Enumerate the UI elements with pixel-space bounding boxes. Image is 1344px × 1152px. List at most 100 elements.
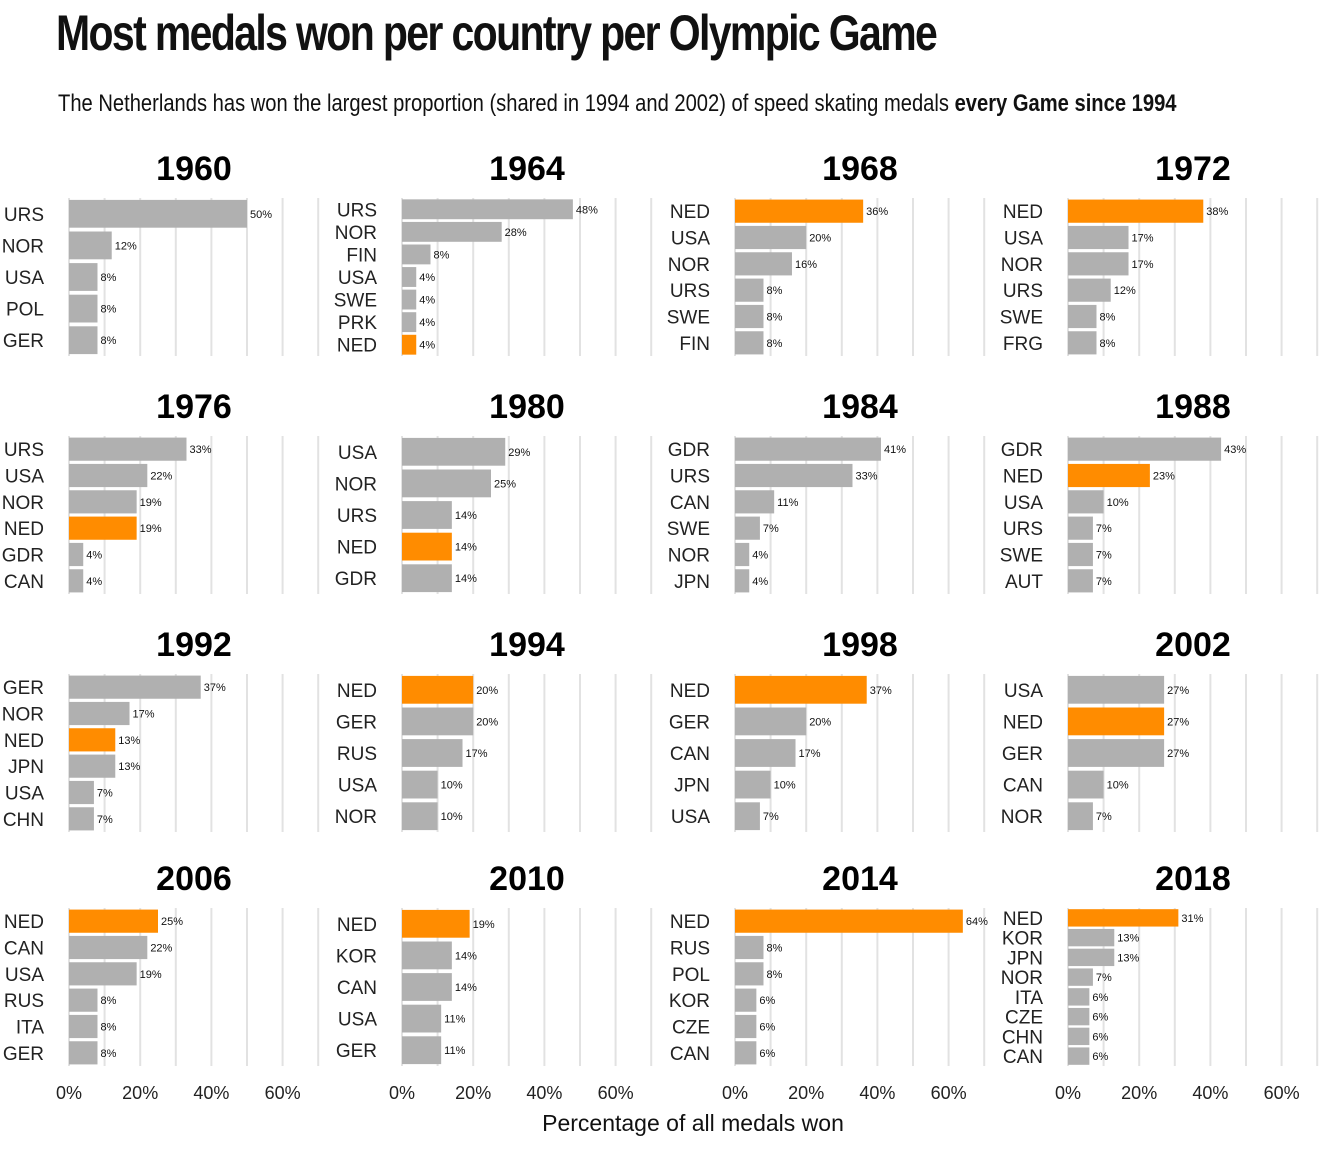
panel-title: 1968 [822,150,898,188]
value-label: 20% [809,716,831,728]
bar [1068,252,1129,276]
category-label: USA [671,229,710,250]
bar [735,1014,757,1039]
bar [69,490,137,514]
bar [735,278,764,302]
bar [1068,331,1097,355]
value-label: 27% [1167,716,1189,728]
value-label: 29% [508,447,530,459]
value-label: 19% [473,919,495,931]
bar [402,973,452,1001]
bar [402,267,417,287]
bar [735,707,807,736]
value-label: 25% [494,478,516,490]
bar [1068,770,1104,799]
category-label: NED [670,681,710,702]
value-label: 11% [444,1014,465,1026]
category-label: USA [338,776,377,797]
value-label: 43% [1224,444,1246,456]
bar [1068,304,1097,329]
value-label: 12% [1114,285,1136,297]
bar [402,564,452,593]
bar [69,807,94,831]
bar [69,437,187,461]
value-label: 19% [140,969,162,981]
category-label: NOR [1001,968,1043,989]
value-label: 19% [140,523,162,535]
value-label: 37% [870,685,892,697]
panel-title: 2018 [1155,860,1231,898]
bar [735,304,764,329]
category-label: USA [1004,681,1043,702]
category-label: NOR [1001,807,1043,828]
bar [402,707,474,736]
value-label: 17% [133,709,155,721]
category-label: URS [1003,519,1043,540]
bar [69,780,94,805]
x-tick-label: 40% [1192,1083,1228,1103]
bar [735,252,792,276]
x-tick-label: 0% [389,1083,415,1103]
bar [69,263,98,291]
value-label: 4% [419,272,435,284]
bar [735,909,963,933]
value-label: 48% [576,204,598,216]
value-label: 4% [752,576,768,588]
panel-title: 2014 [822,860,898,898]
category-label: GER [1002,744,1043,765]
category-label: USA [338,268,377,289]
value-label: 22% [150,943,172,955]
bar [69,1014,98,1039]
bar [69,542,84,567]
value-label: 10% [441,811,463,823]
value-label: 14% [455,982,477,994]
panel-title: 2006 [156,860,232,898]
bar [735,199,864,223]
value-label: 8% [100,304,116,316]
x-tick-label: 20% [122,1083,158,1103]
bar [735,988,757,1012]
bar [735,569,750,593]
value-label: 17% [1132,259,1154,271]
bar [69,754,116,778]
value-label: 33% [189,444,211,456]
panel-title: 1972 [1155,150,1231,188]
bar [402,909,470,938]
category-label: GDR [668,440,710,461]
x-tick-label: 60% [1264,1083,1300,1103]
value-label: 7% [97,788,113,800]
bar [402,312,417,333]
value-label: 31% [1181,913,1203,925]
value-label: 8% [100,335,116,347]
bar [735,225,807,250]
value-label: 10% [1107,497,1129,509]
category-label: RUS [670,939,710,960]
category-label: CHN [3,810,44,831]
bar [69,1041,98,1065]
category-label: GDR [335,569,377,590]
category-label: GDR [1001,440,1043,461]
category-label: CAN [4,572,44,593]
category-label: NED [1003,467,1043,488]
bar [402,244,431,265]
value-label: 7% [1096,576,1112,588]
bar [402,199,573,220]
bar [402,1036,442,1065]
value-label: 4% [419,295,435,307]
value-label: 13% [118,761,140,773]
value-label: 19% [140,497,162,509]
category-label: USA [1004,493,1043,514]
bar [69,675,201,699]
category-label: GDR [2,546,44,567]
category-label: URS [337,200,377,221]
category-label: USA [338,1010,377,1031]
x-tick-label: 40% [193,1083,229,1103]
category-label: SWE [334,291,377,312]
category-label: URS [337,506,377,527]
bar [1068,516,1093,540]
bar [1068,278,1111,302]
category-label: FRG [1003,334,1043,355]
value-label: 4% [86,550,102,562]
value-label: 8% [100,1048,116,1060]
category-label: USA [1004,229,1043,250]
